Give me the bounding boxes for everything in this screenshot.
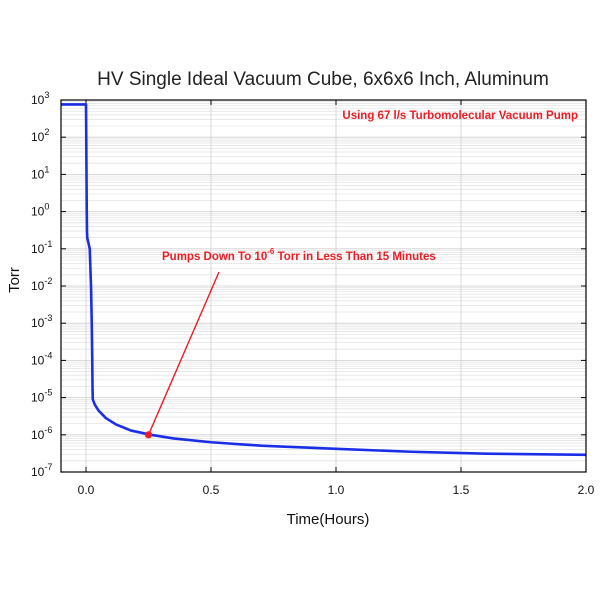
x-tick-label: 0.5 [203, 483, 220, 497]
y-axis-ticks: 103 102 101 100 10-1 10-2 10-3 10-4 10-5 10-6 10-7 [31, 90, 586, 479]
series-group [61, 103, 587, 457]
annotation-marker [144, 431, 153, 439]
y-tick-label: 10-1 [31, 239, 52, 256]
y-tick-label: 102 [31, 127, 49, 144]
y-tick-label: 10-7 [31, 462, 52, 479]
annotation-pointer-line [147, 271, 220, 436]
y-tick-label: 10-6 [31, 425, 52, 442]
x-axis-label: Time(Hours) [287, 511, 370, 528]
x-tick-label: 1.5 [453, 483, 470, 497]
x-tick-label: 2.0 [578, 483, 595, 497]
x-tick-label: 1.0 [328, 483, 345, 497]
y-tick-label: 10-2 [31, 276, 52, 293]
annotations-group: Pumps Down To 10-6 Torr in Less Than 15 … [144, 110, 578, 439]
x-axis-ticks: 0.0 0.5 1.0 1.5 2.0 [78, 100, 595, 497]
annotation-pumpdown-text: Pumps Down To 10-6 Torr in Less Than 15 … [162, 247, 436, 263]
y-tick-label: 100 [31, 202, 49, 219]
annotation-pump-text: Using 67 l/s Turbomolecular Vacuum Pump [342, 110, 578, 122]
plot-frame [60, 99, 587, 473]
chart-title: HV Single Ideal Vacuum Cube, 6x6x6 Inch,… [97, 69, 549, 90]
y-tick-label: 103 [31, 90, 49, 107]
grid-lines [61, 100, 587, 473]
y-axis-label: Torr [6, 267, 23, 293]
y-tick-label: 10-3 [31, 313, 52, 330]
x-tick-label: 0.0 [78, 483, 95, 497]
y-tick-label: 101 [31, 164, 49, 181]
series-line-0 [61, 103, 587, 457]
y-tick-label: 10-5 [31, 388, 52, 405]
y-tick-label: 10-4 [31, 350, 52, 367]
